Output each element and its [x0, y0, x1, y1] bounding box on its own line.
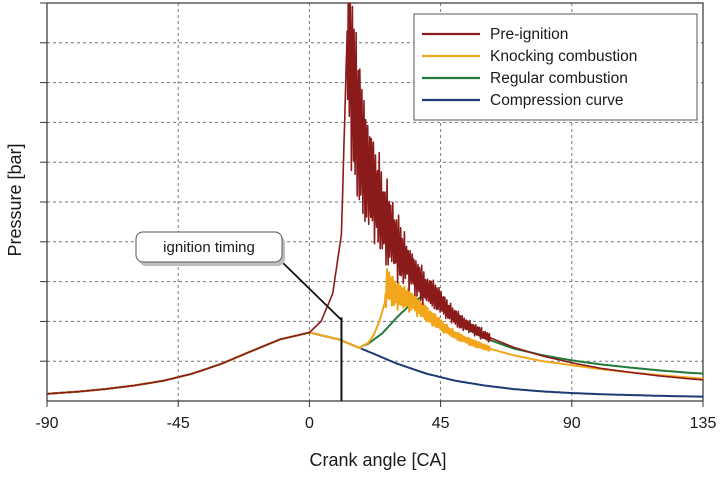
x-tick-labels: -90 -45 0 45 90 135 [35, 415, 716, 432]
annotation-leader-line [281, 261, 343, 321]
legend: Pre-ignition Knocking combustion Regular c… [413, 13, 698, 121]
plot-frame [46, 2, 704, 402]
legend-label: Compression curve [490, 92, 624, 109]
annotation-label: ignition timing [163, 239, 255, 256]
y-axis-title: Pressure [bar] [5, 143, 25, 256]
legend-label: Pre-ignition [490, 26, 568, 43]
legend-box [413, 13, 698, 121]
x-axis-title: Crank angle [CA] [309, 450, 446, 470]
annotation-group: ignition timing [135, 231, 343, 401]
series-line-pre-ignition [46, 2, 704, 395]
legend-label: Regular combustion [490, 70, 628, 87]
x-tick-label: -45 [167, 415, 190, 432]
x-tick-label: 90 [563, 415, 581, 432]
x-tick-label: -90 [35, 415, 58, 432]
x-tick-label: 135 [690, 415, 717, 432]
series-group [46, 2, 704, 398]
annotation-box [135, 231, 283, 263]
legend-label: Knocking combustion [490, 48, 637, 65]
x-tick-label: 45 [432, 415, 450, 432]
plot-border [46, 2, 704, 402]
x-tick-label: 0 [305, 415, 314, 432]
